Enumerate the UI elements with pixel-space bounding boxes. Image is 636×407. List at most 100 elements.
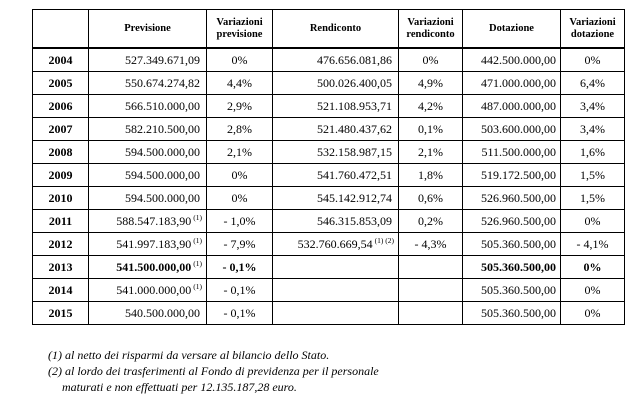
footnote-2: (2) al lordo dei trasferimenti al Fondo … bbox=[48, 364, 379, 378]
cell-var-dotazione: 1,5% bbox=[560, 186, 625, 210]
cell-dotazione-value: 511.500.000,00 bbox=[481, 144, 556, 159]
cell-var-rendiconto-value: 2,1% bbox=[418, 144, 443, 159]
cell-var-dotazione-value: 3,4% bbox=[580, 121, 605, 136]
header-row: Previsione Variazioni previsione Rendico… bbox=[32, 9, 625, 49]
cell-previsione-value: 582.210.500,00 bbox=[125, 121, 200, 136]
cell-var-rendiconto: 0,6% bbox=[398, 186, 463, 210]
cell-dotazione: 505.360.500,00 bbox=[462, 301, 561, 325]
cell-var-previsione: - 0,1% bbox=[206, 301, 273, 325]
cell-var-dotazione-value: 0% bbox=[584, 213, 601, 228]
cell-rendiconto: 521.108.953,71 bbox=[272, 94, 399, 118]
table-row: 2010 594.500.000,00 0% 545.142.912,74 0,6% 52… bbox=[32, 186, 625, 210]
cell-var-rendiconto: 2,1% bbox=[398, 140, 463, 164]
cell-year-value: 2015 bbox=[48, 305, 73, 320]
footnote-ref: (1) bbox=[193, 235, 202, 245]
cell-dotazione: 442.500.000,00 bbox=[462, 47, 561, 72]
footnote-1: (1) al netto dei risparmi da versare al … bbox=[48, 348, 330, 362]
cell-previsione-value: 594.500.000,00 bbox=[125, 167, 200, 182]
cell-year-value: 2004 bbox=[48, 52, 73, 67]
cell-var-previsione: 0% bbox=[206, 47, 273, 72]
cell-rendiconto-value: 476.656.081,86 bbox=[317, 52, 392, 67]
cell-dotazione: 526.960.500,00 bbox=[462, 209, 561, 233]
cell-dotazione-value: 505.360.500,00 bbox=[481, 259, 556, 274]
cell-var-dotazione: 0% bbox=[560, 255, 625, 279]
cell-var-rendiconto-value: - 4,3% bbox=[414, 236, 447, 251]
cell-year-value: 2007 bbox=[48, 121, 73, 136]
cell-year-value: 2005 bbox=[48, 75, 73, 90]
header-previsione: Previsione bbox=[88, 9, 207, 49]
cell-var-rendiconto bbox=[398, 278, 463, 302]
cell-var-previsione-value: 0% bbox=[231, 190, 248, 205]
cell-previsione-value: 541.997.183,90 bbox=[116, 236, 192, 251]
cell-previsione: 582.210.500,00 bbox=[88, 117, 207, 141]
cell-rendiconto bbox=[272, 301, 399, 325]
cell-dotazione-value: 471.000.000,00 bbox=[481, 75, 556, 90]
cell-var-previsione: 2,8% bbox=[206, 117, 273, 141]
cell-year-value: 2014 bbox=[48, 282, 73, 297]
cell-var-dotazione: 3,4% bbox=[560, 94, 625, 118]
cell-var-dotazione-value: 0% bbox=[584, 52, 601, 67]
cell-year: 2005 bbox=[32, 71, 89, 95]
cell-previsione-value: 550.674.274,82 bbox=[125, 75, 200, 90]
cell-year: 2007 bbox=[32, 117, 89, 141]
cell-var-previsione-value: - 1,0% bbox=[223, 213, 256, 228]
cell-var-rendiconto-value: 4,2% bbox=[418, 98, 443, 113]
table-row: 2015 540.500.000,00 - 0,1% 505.360.500,00 0% bbox=[32, 301, 625, 325]
table-row: 2014 541.000.000,00 (1) - 0,1% 505.360.500,0… bbox=[32, 278, 625, 302]
cell-var-rendiconto: 4,2% bbox=[398, 94, 463, 118]
cell-rendiconto-value: 545.142.912,74 bbox=[317, 190, 392, 205]
table-row: 2005 550.674.274,82 4,4% 500.026.400,05 4,9%… bbox=[32, 71, 625, 95]
cell-var-rendiconto-value: 4,9% bbox=[418, 75, 443, 90]
header-dotazione: Dotazione bbox=[462, 9, 561, 49]
cell-previsione: 550.674.274,82 bbox=[88, 71, 207, 95]
cell-var-dotazione: 0% bbox=[560, 278, 625, 302]
cell-var-dotazione-value: 0% bbox=[584, 305, 601, 320]
cell-var-rendiconto: - 4,3% bbox=[398, 232, 463, 256]
cell-dotazione-value: 505.360.500,00 bbox=[481, 236, 556, 251]
cell-var-previsione-value: 2,8% bbox=[227, 121, 252, 136]
cell-rendiconto: 500.026.400,05 bbox=[272, 71, 399, 95]
cell-year: 2006 bbox=[32, 94, 89, 118]
cell-var-previsione-value: - 0,1% bbox=[223, 305, 256, 320]
cell-rendiconto: 545.142.912,74 bbox=[272, 186, 399, 210]
cell-var-dotazione: 0% bbox=[560, 209, 625, 233]
cell-year-value: 2008 bbox=[48, 144, 73, 159]
cell-dotazione-value: 505.360.500,00 bbox=[481, 282, 556, 297]
cell-rendiconto bbox=[272, 278, 399, 302]
cell-dotazione-value: 526.960.500,00 bbox=[481, 190, 556, 205]
budget-table: Previsione Variazioni previsione Rendico… bbox=[32, 9, 625, 325]
table-row: 2012 541.997.183,90 (1) - 7,9% 532.760.669,5… bbox=[32, 232, 625, 256]
cell-var-dotazione: 0% bbox=[560, 301, 625, 325]
table-row: 2008 594.500.000,00 2,1% 532.158.987,15 2,1%… bbox=[32, 140, 625, 164]
cell-dotazione: 471.000.000,00 bbox=[462, 71, 561, 95]
header-rendiconto: Rendiconto bbox=[272, 9, 399, 49]
cell-rendiconto bbox=[272, 255, 399, 279]
cell-year-value: 2010 bbox=[48, 190, 73, 205]
cell-var-previsione: 2,1% bbox=[206, 140, 273, 164]
cell-var-previsione-value: 4,4% bbox=[227, 75, 252, 90]
cell-year: 2011 bbox=[32, 209, 89, 233]
cell-dotazione-value: 487.000.000,00 bbox=[481, 98, 556, 113]
footnote-2-continuation: maturati e non effettuati per 12.135.187… bbox=[62, 380, 297, 394]
cell-var-previsione: - 1,0% bbox=[206, 209, 273, 233]
cell-dotazione: 511.500.000,00 bbox=[462, 140, 561, 164]
cell-year: 2009 bbox=[32, 163, 89, 187]
cell-previsione: 527.349.671,09 bbox=[88, 47, 207, 72]
cell-var-previsione: - 0,1% bbox=[206, 278, 273, 302]
cell-var-previsione-value: - 0,1% bbox=[222, 259, 257, 274]
cell-previsione-value: 594.500.000,00 bbox=[125, 190, 200, 205]
cell-var-rendiconto: 1,8% bbox=[398, 163, 463, 187]
cell-var-dotazione: 3,4% bbox=[560, 117, 625, 141]
cell-year-value: 2011 bbox=[48, 213, 73, 228]
table-row: 2006 566.510.000,00 2,9% 521.108.953,71 4,2%… bbox=[32, 94, 625, 118]
cell-var-previsione-value: - 7,9% bbox=[223, 236, 256, 251]
cell-var-rendiconto: 0,2% bbox=[398, 209, 463, 233]
cell-var-previsione: - 7,9% bbox=[206, 232, 273, 256]
cell-var-rendiconto-value: 1,8% bbox=[418, 167, 443, 182]
cell-year: 2012 bbox=[32, 232, 89, 256]
cell-rendiconto-value: 521.480.437,62 bbox=[317, 121, 392, 136]
cell-dotazione: 503.600.000,00 bbox=[462, 117, 561, 141]
cell-previsione-value: 594.500.000,00 bbox=[125, 144, 200, 159]
cell-var-dotazione-value: 1,5% bbox=[580, 167, 605, 182]
cell-year: 2010 bbox=[32, 186, 89, 210]
